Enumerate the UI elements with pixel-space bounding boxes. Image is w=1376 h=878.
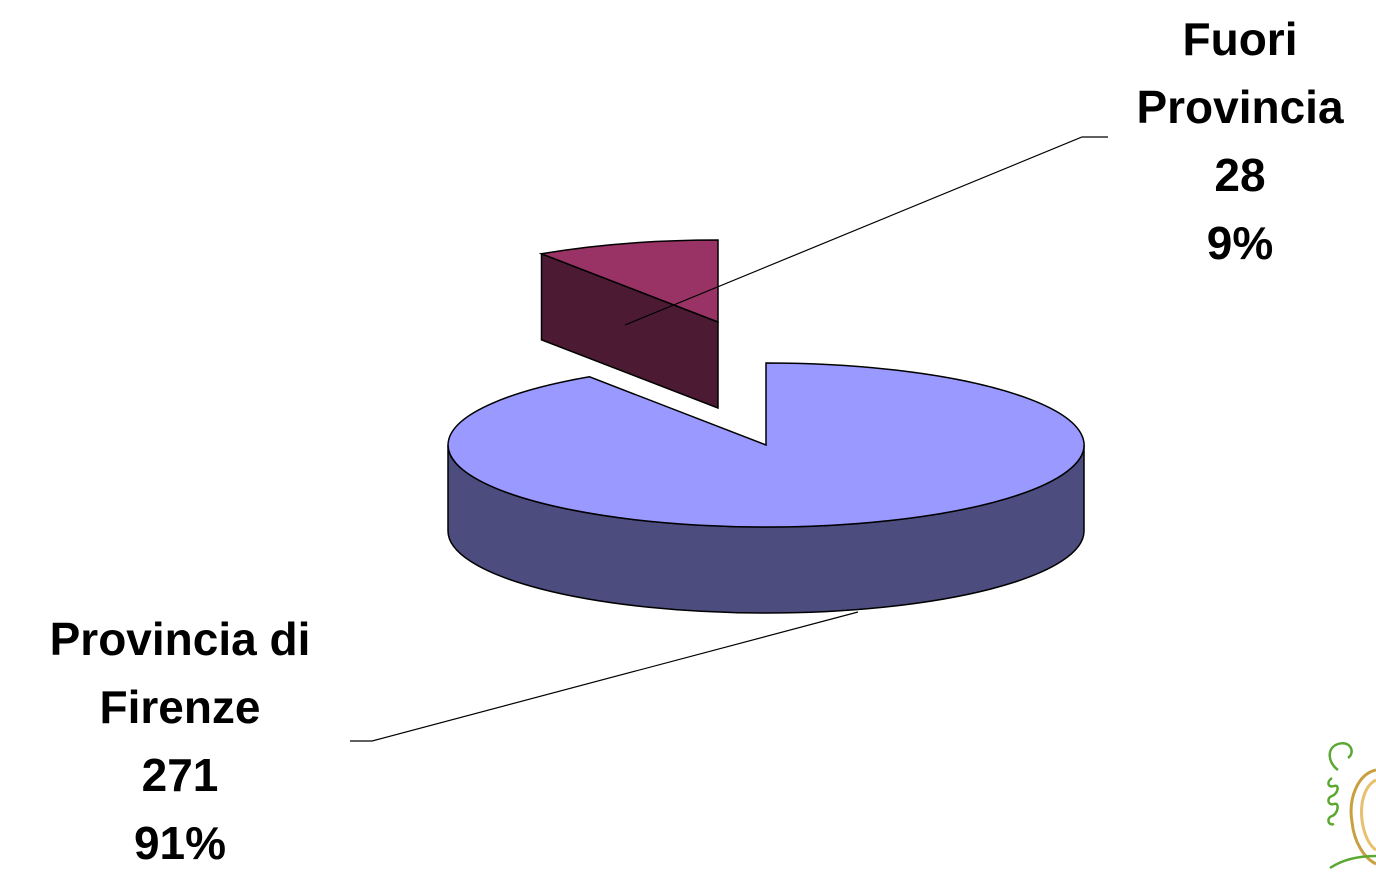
slice-name-line-1: Provincia di xyxy=(49,613,311,665)
data-label-provincia-di-firenze: Provincia di Firenze 271 91% xyxy=(0,605,360,877)
leader-line-provincia-di-firenze xyxy=(350,611,859,742)
slice-name-line-2: Firenze xyxy=(99,681,261,733)
pie-slice-fuori-provincia xyxy=(538,239,719,324)
logo-icon xyxy=(1327,741,1376,870)
slice-value: 271 xyxy=(141,749,219,801)
leader-line-fuori-provincia xyxy=(624,136,1108,326)
slice-percent: 91% xyxy=(133,817,227,869)
pie-3d-group xyxy=(447,239,1085,614)
data-label-fuori-provincia: Fuori Provincia 28 9% xyxy=(1100,5,1376,277)
slice-value: 28 xyxy=(1214,149,1266,201)
slice-name-line-2: Provincia xyxy=(1136,81,1344,133)
slice-name-line-1: Fuori xyxy=(1182,13,1298,65)
pie-slice-provincia-di-firenze xyxy=(447,362,1085,528)
slice-percent: 9% xyxy=(1206,217,1274,269)
